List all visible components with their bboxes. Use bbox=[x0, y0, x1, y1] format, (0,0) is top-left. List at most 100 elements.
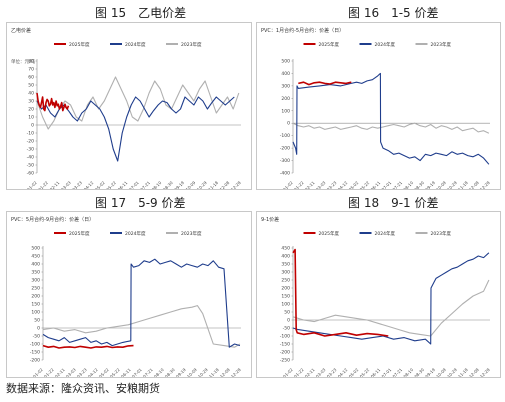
legend-label-0: 2025年度 bbox=[319, 230, 340, 237]
legend-label-0: 2025年度 bbox=[69, 230, 90, 237]
x-tick-label: 07-01 bbox=[380, 180, 392, 189]
y-tick-label: -200 bbox=[280, 146, 290, 152]
x-tick-label: 10-09 bbox=[435, 367, 447, 377]
x-tick-label: 12-08 bbox=[219, 367, 231, 377]
x-tick-label: 10-09 bbox=[186, 367, 198, 377]
x-tick-label: 01-22 bbox=[293, 367, 305, 377]
figure-title-17: 图 17 5-9 价差 bbox=[95, 196, 186, 210]
legend-label-0: 2025年度 bbox=[319, 41, 340, 48]
series-line-2024年度 bbox=[292, 252, 490, 345]
y-tick-label: -50 bbox=[27, 163, 34, 169]
x-tick-label: 01-22 bbox=[293, 180, 305, 189]
y-tick-label: 200 bbox=[281, 96, 290, 102]
x-tick-label: 05-02 bbox=[94, 180, 106, 189]
x-tick-label: 01-22 bbox=[37, 180, 49, 189]
x-tick-label: 12-08 bbox=[219, 180, 231, 189]
x-tick-label: 07-01 bbox=[380, 367, 392, 377]
x-tick-label: 04-12 bbox=[87, 367, 99, 377]
x-tick-label: 03-03 bbox=[315, 180, 327, 189]
x-tick-label: 03-03 bbox=[65, 367, 77, 377]
x-tick-label: 05-22 bbox=[359, 367, 371, 377]
y-tick-label: 350 bbox=[31, 270, 40, 276]
x-tick-label: 07-01 bbox=[128, 180, 140, 189]
x-tick-label: 08-30 bbox=[413, 367, 425, 377]
y-tick-label: -200 bbox=[280, 350, 290, 356]
y-tick-label: 450 bbox=[281, 246, 290, 252]
y-tick-label: -30 bbox=[27, 147, 34, 153]
x-tick-label: 10-09 bbox=[185, 180, 197, 189]
x-tick-label: 09-19 bbox=[175, 367, 187, 377]
y-tick-label: 300 bbox=[281, 83, 290, 89]
y-tick-label: 500 bbox=[281, 59, 290, 65]
chart-header-label: PVC：5月合约-9月合约：价差（日） bbox=[11, 216, 94, 223]
y-tick-label: -20 bbox=[27, 139, 34, 145]
x-tick-label: 06-11 bbox=[370, 180, 382, 189]
series-line-2023年度 bbox=[292, 279, 490, 337]
y-tick-label: 0 bbox=[37, 326, 40, 332]
y-tick-label: 350 bbox=[281, 262, 290, 268]
legend-label-1: 2024年度 bbox=[125, 41, 146, 48]
x-tick-label: 05-02 bbox=[348, 180, 360, 189]
y-tick-label: 400 bbox=[281, 254, 290, 260]
y-tick-label: -50 bbox=[33, 334, 40, 340]
y-tick-label: 200 bbox=[31, 294, 40, 300]
x-tick-label: 08-10 bbox=[151, 180, 163, 189]
x-tick-label: 12-28 bbox=[230, 180, 242, 189]
chart-1-5-spread: PVC：1月合约-5月合约：价差（日） 2025年度 2024年度 2023年度 500… bbox=[261, 27, 491, 189]
y-tick-label: -300 bbox=[280, 158, 290, 164]
x-tick-label: 03-03 bbox=[315, 367, 327, 377]
y-tick-label: 60 bbox=[28, 75, 34, 81]
y-tick-label: -10 bbox=[27, 131, 34, 137]
x-tick-label: 07-01 bbox=[131, 367, 143, 377]
legend-label-1: 2024年度 bbox=[125, 230, 146, 237]
y-tick-label: 150 bbox=[31, 302, 40, 308]
x-tick-label: 05-02 bbox=[348, 367, 360, 377]
y-tick-label: 0 bbox=[287, 318, 290, 324]
legend-label-1: 2024年度 bbox=[375, 230, 396, 237]
y-tick-label: 200 bbox=[281, 286, 290, 292]
chart-panel-1-5: PVC：1月合约-5月合约：价差（日） 2025年度 2024年度 2023年度 500… bbox=[256, 22, 501, 190]
chart-header-label: PVC：1月合约-5月合约：价差（日） bbox=[261, 27, 344, 34]
y-tick-label: 100 bbox=[281, 108, 290, 114]
y-tick-label: 450 bbox=[31, 254, 40, 260]
y-tick-label: -150 bbox=[30, 350, 40, 356]
x-tick-label: 05-22 bbox=[109, 367, 121, 377]
x-tick-label: 10-29 bbox=[197, 367, 209, 377]
series-line-2025年度 bbox=[36, 92, 70, 112]
y-tick-label: 50 bbox=[34, 318, 40, 324]
x-tick-label: 12-28 bbox=[479, 180, 491, 189]
series-line-2023年度 bbox=[292, 122, 490, 134]
figure-title-15: 图 15 乙电价差 bbox=[95, 6, 187, 20]
y-tick-label: 150 bbox=[281, 294, 290, 300]
x-tick-label: 10-29 bbox=[446, 180, 458, 189]
x-tick-label: 09-19 bbox=[424, 180, 436, 189]
series-line-2025年度 bbox=[298, 81, 352, 86]
y-tick-label: 100 bbox=[31, 310, 40, 316]
x-tick-label: 04-12 bbox=[337, 367, 349, 377]
legend-label-2: 2023年度 bbox=[181, 230, 202, 237]
y-tick-label: 40 bbox=[28, 91, 34, 97]
y-tick-label: -60 bbox=[27, 171, 34, 177]
x-tick-label: 02-11 bbox=[304, 180, 316, 189]
y-tick-label: 10 bbox=[28, 115, 34, 121]
x-tick-label: 11-18 bbox=[457, 180, 469, 189]
y-tick-label: 300 bbox=[31, 278, 40, 284]
y-tick-label: -100 bbox=[280, 133, 290, 139]
x-tick-label: 06-11 bbox=[120, 367, 132, 377]
x-tick-label: 12-08 bbox=[468, 367, 480, 377]
x-tick-label: 08-30 bbox=[413, 180, 425, 189]
chart-unit-label: 单位：元/吨 bbox=[11, 58, 36, 65]
x-tick-label: 07-21 bbox=[142, 367, 154, 377]
x-tick-label: 06-11 bbox=[370, 367, 382, 377]
legend-label-2: 2023年度 bbox=[431, 41, 452, 48]
y-tick-label: 100 bbox=[281, 302, 290, 308]
series-line-2023年度 bbox=[36, 76, 240, 130]
x-tick-label: 07-21 bbox=[139, 180, 151, 189]
x-tick-label: 02-11 bbox=[49, 180, 61, 189]
y-tick-label: 250 bbox=[31, 286, 40, 292]
x-tick-label: 01-02 bbox=[26, 180, 38, 189]
y-tick-label: 400 bbox=[281, 71, 290, 77]
series-line-2025年度 bbox=[292, 248, 389, 337]
x-tick-label: 01-02 bbox=[32, 367, 44, 377]
x-tick-label: 08-10 bbox=[402, 367, 414, 377]
